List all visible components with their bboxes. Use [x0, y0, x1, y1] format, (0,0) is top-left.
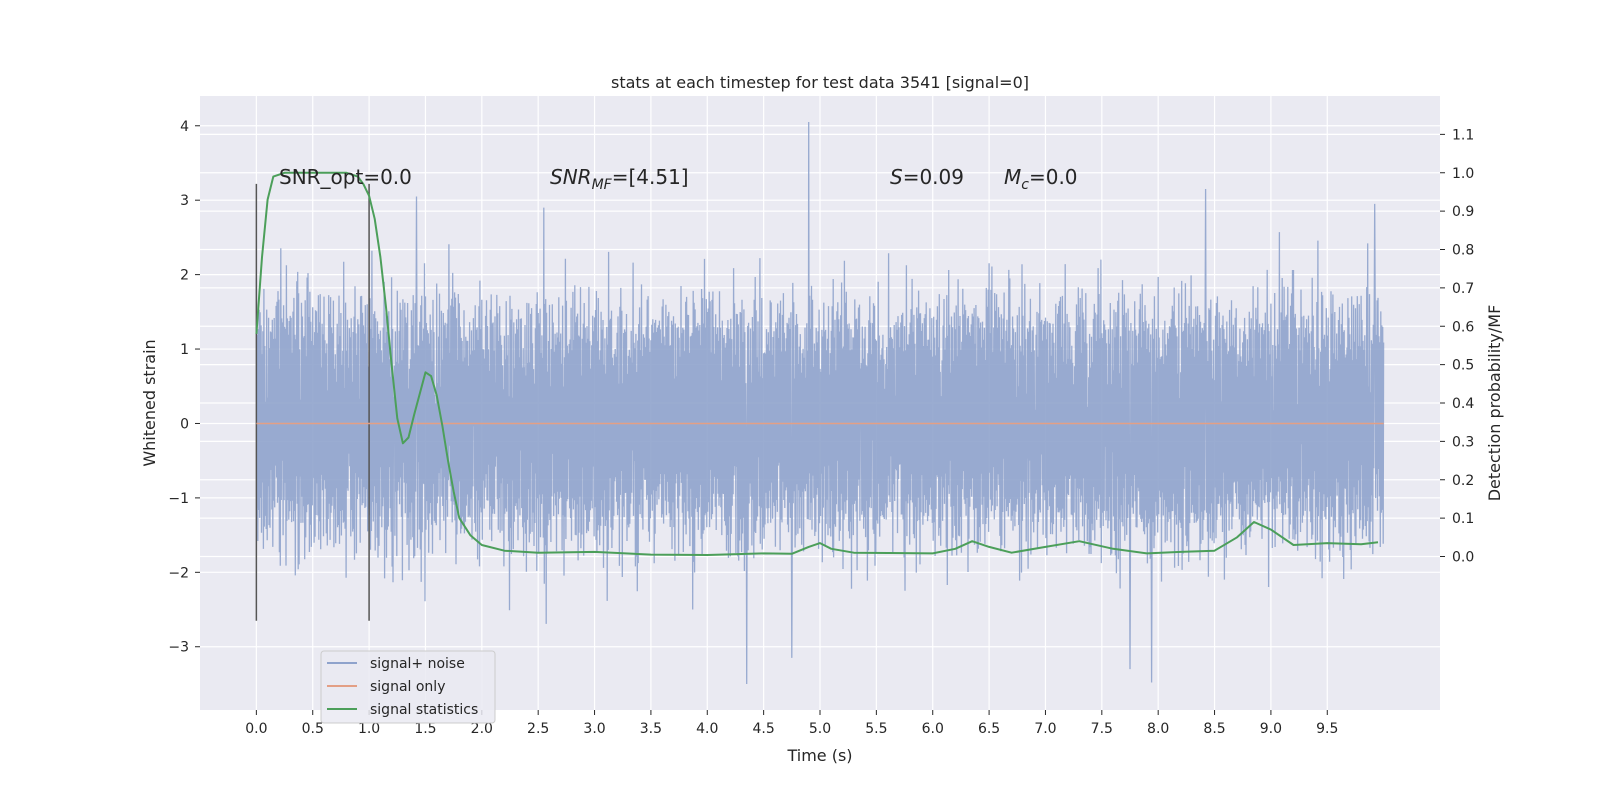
window-markers [255, 183, 370, 621]
chart-title: stats at each timestep for test data 354… [611, 73, 1029, 92]
annotation-mc: Mc=0.0 [1004, 165, 1078, 193]
annotation-snr-mf: SNRMF=[4.51] [550, 165, 689, 193]
legend-label-signal-statistics: signal statistics [370, 702, 478, 718]
y-axis-label-left: Whitened strain [140, 339, 159, 466]
y-tick-label-right: 0.0 [1452, 550, 1474, 566]
x-tick-label: 8.0 [1147, 721, 1169, 737]
y-tick-label-right: 0.3 [1452, 434, 1474, 450]
y-tick-label-right: 0.6 [1452, 319, 1474, 335]
signal-statistics-line [255, 171, 1379, 556]
x-tick-label: 9.0 [1260, 721, 1282, 737]
x-tick-label: 3.5 [640, 721, 662, 737]
y-tick-label-left: 1 [180, 342, 189, 358]
y-tick-label-right: 0.4 [1452, 396, 1474, 412]
y-tick-label-right: 1.1 [1452, 127, 1474, 143]
x-tick-label: 5.5 [865, 721, 887, 737]
y-tick-label-right: 0.5 [1452, 358, 1474, 374]
legend-box [320, 650, 496, 724]
x-tick-label: 8.5 [1203, 721, 1225, 737]
y-tick-label-right: 0.7 [1452, 281, 1474, 297]
x-tick-label: 6.5 [978, 721, 1000, 737]
y-axis-label-right: Detection probability/MF [1485, 305, 1504, 502]
x-tick-label: 3.0 [583, 721, 605, 737]
y-tick-label-left: −1 [168, 491, 189, 507]
x-tick-label: 2.0 [471, 721, 493, 737]
x-tick-label: 1.5 [414, 721, 436, 737]
x-tick-label: 0.5 [302, 721, 324, 737]
y-tick-label-right: 0.9 [1452, 204, 1474, 220]
series-signal-plus-noise [255, 121, 1385, 685]
legend: signal+ noise signal only signal statist… [320, 650, 496, 724]
y-tick-label-left: −3 [168, 640, 189, 656]
x-axis-label: Time (s) [786, 746, 852, 765]
y-tick-label-left: 3 [180, 193, 189, 209]
x-tick-label: 4.5 [753, 721, 775, 737]
x-tick-label: 7.0 [1034, 721, 1056, 737]
y-tick-label-left: 4 [180, 119, 189, 135]
y-ticks-left: 4 3 2 1 0 −1 −2 −3 [168, 119, 200, 656]
x-tick-label: 1.0 [358, 721, 380, 737]
x-tick-label: 5.0 [809, 721, 831, 737]
x-tick-label: 6.0 [922, 721, 944, 737]
x-tick-label: 7.5 [1091, 721, 1113, 737]
x-tick-label: 2.5 [527, 721, 549, 737]
y-tick-label-left: −2 [168, 565, 189, 581]
x-tick-label: 0.0 [245, 721, 267, 737]
x-tick-label: 4.0 [696, 721, 718, 737]
y-tick-label-right: 0.8 [1452, 243, 1474, 259]
y-ticks-right: 1.1 1.0 0.9 0.8 0.7 0.6 0.5 0.4 0.3 0.2 0.1 0.0 [1440, 127, 1474, 566]
legend-label-signal-noise: signal+ noise [370, 656, 465, 672]
x-ticks: 0.0 0.5 1.0 1.5 2.0 2.5 3.0 3.5 4.0 4.5 5.0 5.5 6.0 6… [245, 710, 1338, 737]
series-signal-statistics [255, 171, 1379, 556]
y-tick-label-left: 0 [180, 416, 189, 432]
y-tick-label-right: 0.1 [1452, 511, 1474, 527]
y-tick-label-right: 1.0 [1452, 166, 1474, 182]
annotation-s: S=0.09 [890, 165, 964, 189]
x-tick-label: 9.5 [1316, 721, 1338, 737]
signal-noise-line [255, 121, 1385, 685]
annotation-snr-opt: SNR_opt=0.0 [279, 165, 412, 189]
legend-label-signal-only: signal only [370, 679, 445, 695]
y-tick-label-left: 2 [180, 268, 189, 284]
y-tick-label-right: 0.2 [1452, 473, 1474, 489]
